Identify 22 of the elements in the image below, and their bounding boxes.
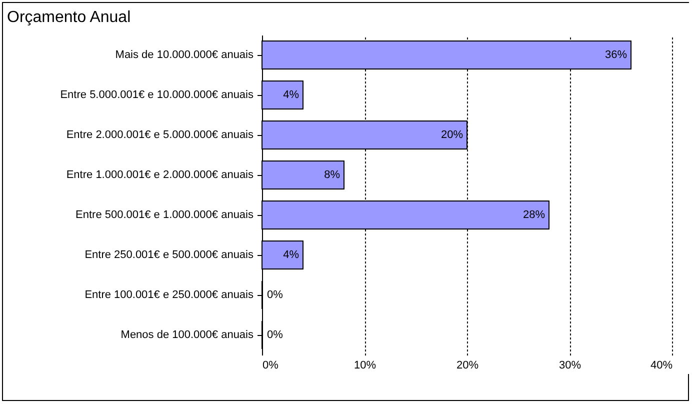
y-tick-label: Entre 500.001€ e 1.000.000€ anuais [76, 209, 254, 221]
x-tick-label: 10% [354, 360, 376, 372]
data-label: 36% [604, 49, 628, 61]
data-label: 28% [522, 209, 546, 221]
data-label: 0% [267, 329, 284, 341]
y-tick-label: Entre 1.000.001€ e 2.000.000€ anuais [66, 169, 254, 181]
data-label: 0% [267, 289, 284, 301]
data-label: 4% [283, 249, 300, 261]
data-label: 20% [440, 129, 464, 141]
y-tick-label: Entre 5.000.001€ e 10.000.000€ anuais [60, 89, 254, 101]
y-tick-label: Entre 2.000.001€ e 5.000.000€ anuais [66, 129, 254, 141]
data-label: 4% [283, 89, 300, 101]
y-tick-label: Mais de 10.000.000€ anuais [115, 49, 254, 61]
x-tick-label: 20% [456, 360, 479, 372]
y-tick-label: Entre 250.001€ e 500.000€ anuais [84, 249, 254, 261]
y-tick-label: Menos de 100.000€ anuais [120, 329, 254, 341]
data-label: 8% [324, 169, 340, 181]
x-tick-label: 40% [650, 360, 673, 372]
text: Orçamento Anual [7, 9, 131, 26]
x-tick-label: 30% [558, 360, 582, 372]
y-tick-label: Entre 100.001€ e 250.000€ anuais [84, 289, 254, 301]
x-tick-label: 0% [262, 360, 279, 372]
